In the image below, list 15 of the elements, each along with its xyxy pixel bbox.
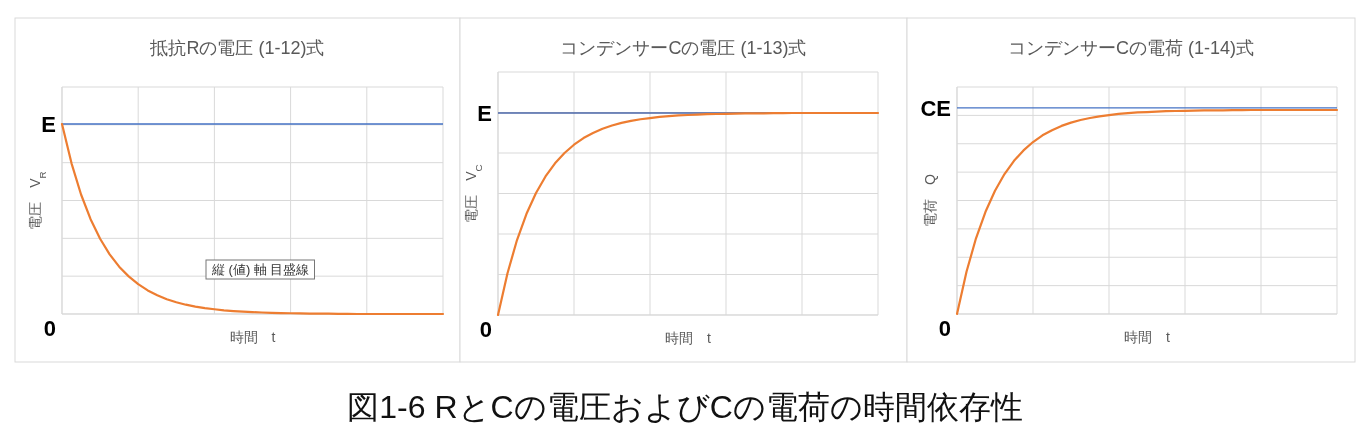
text: 0 — [479, 317, 492, 342]
text: 図1-6 RとCの電圧およびCの電荷の時間依存性 — [347, 389, 1023, 425]
chart-title: 抵抗Rの電圧 (1-12)式 — [149, 38, 325, 58]
annotation: 縦 (値) 軸 目盛線 — [211, 262, 310, 277]
text: 0 — [43, 316, 56, 341]
ref-line-label: E — [477, 101, 492, 126]
text: 0 — [938, 316, 951, 341]
x-axis-title: 時間 t — [1124, 329, 1171, 345]
chart-title: コンデンサーCの電圧 (1-13)式 — [560, 38, 807, 58]
ref-line-label: CE — [920, 95, 951, 121]
x-axis-title: 時間 t — [229, 329, 276, 345]
x-axis-title: 時間 t — [665, 330, 712, 346]
y-axis-title: 電荷 Q — [922, 173, 938, 227]
chart-title: コンデンサーCの電荷 (1-14)式 — [1007, 38, 1255, 58]
ref-line-label: E — [41, 112, 56, 137]
